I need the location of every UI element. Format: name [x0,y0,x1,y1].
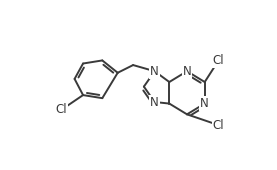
Text: Cl: Cl [213,54,224,67]
Text: N: N [150,65,159,78]
Text: Cl: Cl [56,103,67,116]
Text: Cl: Cl [213,119,224,132]
Text: N: N [183,65,191,78]
Text: N: N [200,97,209,110]
Text: N: N [150,96,159,108]
